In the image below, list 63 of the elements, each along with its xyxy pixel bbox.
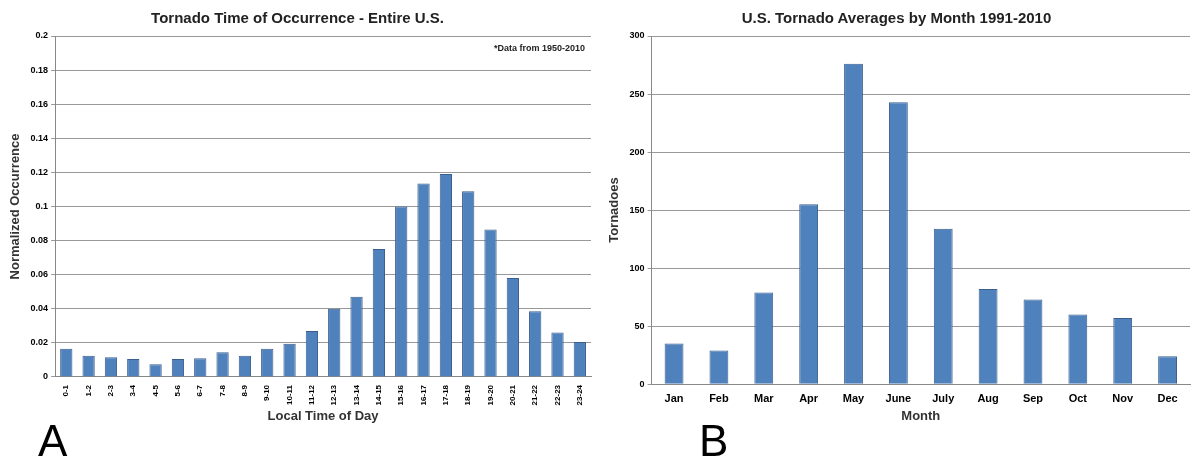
y-tick-label: 0.04 [30, 303, 49, 314]
x-tick-label: July [932, 391, 956, 404]
x-tick-label: 16-17 [418, 384, 428, 406]
x-tick-label: 5-6 [173, 384, 183, 397]
x-axis-title: Local Time of Day [267, 407, 380, 423]
x-tick-label: Oct [1068, 391, 1088, 404]
y-tick-label: 0.16 [30, 98, 49, 109]
x-tick-label: Dec [1157, 391, 1178, 404]
x-tick-label: 4-5 [150, 384, 160, 397]
annotation: *Data from 1950-2010 [493, 42, 585, 53]
text: A [38, 416, 68, 466]
y-tick-label: 0.12 [30, 166, 49, 177]
y-tick-label: 0.02 [30, 337, 49, 348]
y-tick-label: 100 [629, 262, 645, 273]
x-tick-label: 12-13 [329, 384, 339, 406]
x-tick-label: Sep [1022, 391, 1044, 404]
x-tick-label: 11-12 [307, 384, 317, 405]
y-tick-label: 0.1 [35, 200, 49, 211]
text: B [699, 416, 729, 466]
x-tick-label: 0-1 [61, 384, 71, 397]
y-tick-label: 0.2 [35, 30, 49, 41]
y-tick-label: 50 [634, 320, 645, 331]
x-axis-title: Month [901, 407, 941, 423]
x-tick-label: 14-15 [374, 384, 384, 406]
x-tick-label: Mar [754, 391, 775, 404]
x-tick-label: May [842, 391, 866, 404]
y-tick-label: 0.06 [30, 269, 49, 280]
x-tick-label: 20-21 [508, 384, 518, 406]
x-tick-label: 3-4 [128, 384, 138, 397]
x-tick-label: 17-18 [441, 384, 451, 406]
x-tick-label: 8-9 [240, 384, 250, 397]
x-tick-label: 9-10 [262, 384, 272, 401]
y-tick-label: 0.08 [30, 235, 49, 246]
x-tick-label: 10-11 [284, 384, 294, 405]
x-tick-label: 19-20 [485, 384, 495, 406]
x-tick-label: 7-8 [217, 384, 227, 397]
y-tick-label: 0.18 [30, 64, 49, 75]
x-tick-label: Nov [1112, 391, 1134, 404]
x-tick-label: June [885, 391, 912, 404]
x-tick-label: 21-22 [530, 384, 540, 406]
y-axis-title: Tornadoes [606, 177, 622, 243]
x-tick-label: 13-14 [351, 384, 361, 406]
y-tick-label: 300 [629, 30, 645, 41]
x-tick-label: 2-3 [106, 384, 116, 397]
x-tick-label: Feb [709, 391, 729, 404]
y-tick-label: 250 [629, 88, 645, 99]
y-axis-title: Normalized Occurrence [7, 133, 23, 280]
x-tick-label: 22-23 [552, 384, 562, 406]
x-tick-label: 1-2 [83, 384, 93, 397]
x-tick-label: 15-16 [396, 384, 406, 406]
x-tick-label: Apr [799, 391, 819, 404]
y-tick-label: 200 [629, 146, 645, 157]
x-tick-label: Jan [664, 391, 684, 404]
x-tick-label: 6-7 [195, 384, 205, 397]
y-tick-label: 0 [639, 378, 645, 389]
x-tick-label: Aug [977, 391, 999, 404]
chart-title: Tornado Time of Occurrence - Entire U.S. [151, 9, 444, 27]
y-tick-label: 0 [43, 371, 49, 382]
y-tick-label: 0.14 [30, 132, 49, 143]
chart-title: U.S. Tornado Averages by Month 1991-2010 [741, 9, 1052, 27]
x-tick-label: 18-19 [463, 384, 473, 406]
y-tick-label: 150 [629, 204, 645, 215]
x-tick-label: 23-24 [575, 384, 585, 406]
